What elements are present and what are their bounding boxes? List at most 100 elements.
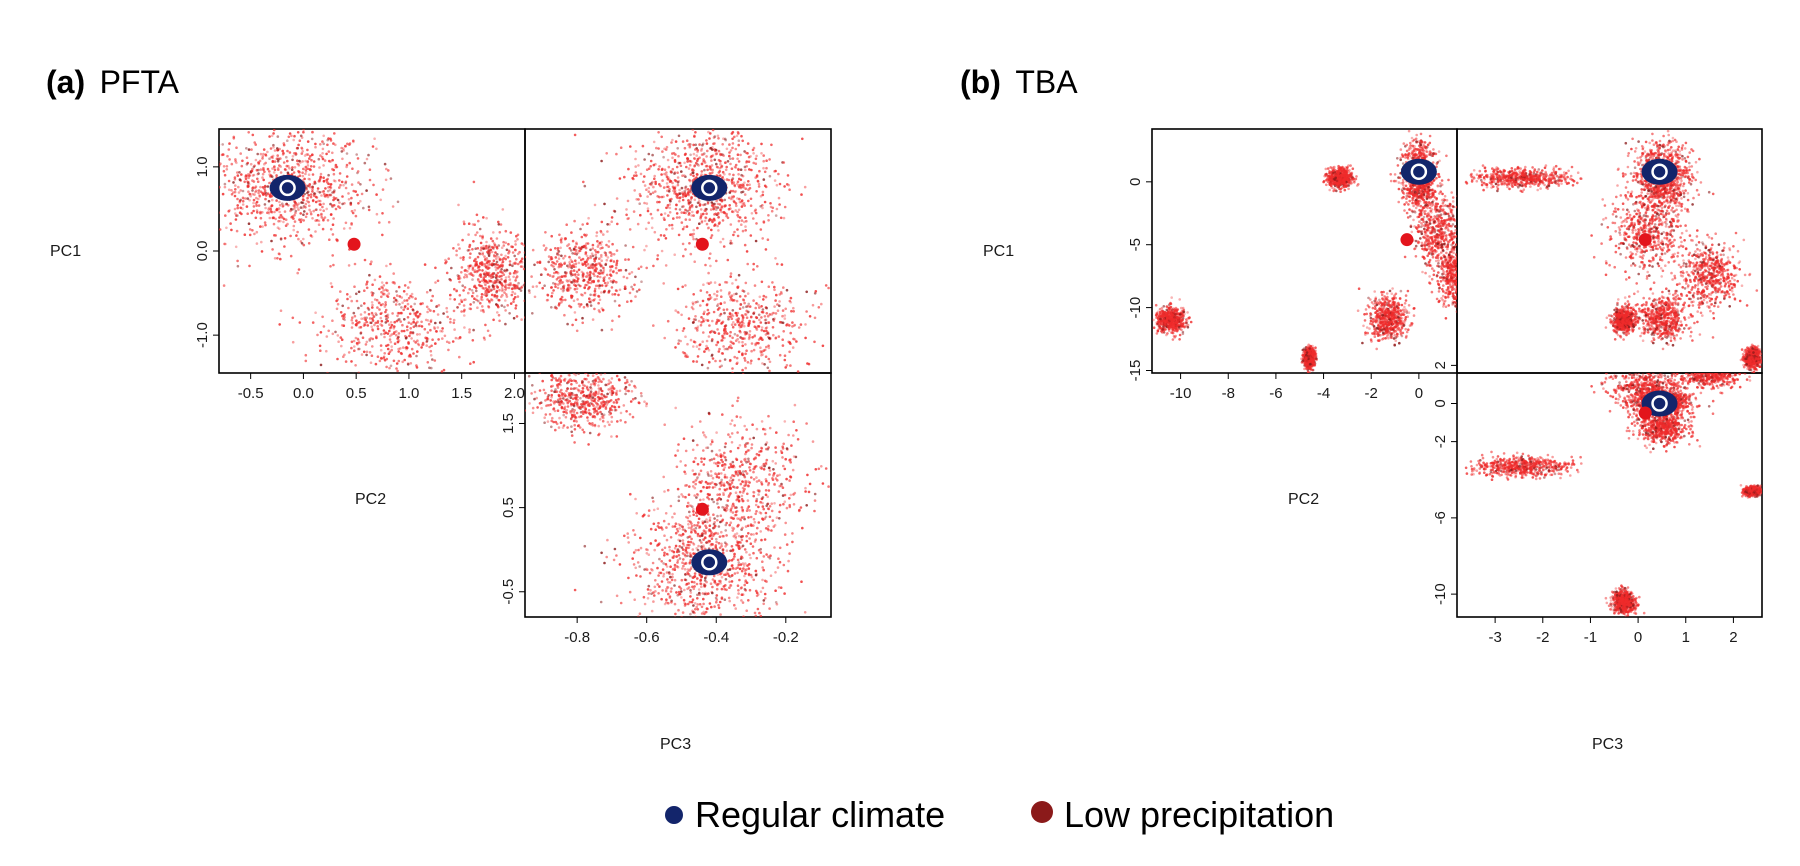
scatter-point xyxy=(306,190,310,194)
scatter-point xyxy=(681,140,685,143)
scatter-point xyxy=(756,179,760,183)
scatter-point xyxy=(686,568,690,571)
scatter-point xyxy=(451,340,455,343)
scatter-point xyxy=(219,211,220,214)
scatter-point xyxy=(687,519,690,523)
scatter-point xyxy=(224,242,227,246)
scatter-point xyxy=(745,609,748,612)
scatter-point xyxy=(683,630,686,633)
scatter-point xyxy=(278,216,281,219)
scatter-point xyxy=(767,411,770,414)
scatter-point xyxy=(695,547,698,550)
scatter-point xyxy=(562,284,566,288)
scatter-point xyxy=(309,212,313,216)
scatter-point xyxy=(286,149,289,153)
scatter-point xyxy=(475,294,479,298)
scatter-point xyxy=(499,223,503,226)
scatter-point xyxy=(740,555,743,559)
scatter-point xyxy=(341,202,344,206)
scatter-point xyxy=(639,213,642,217)
scatter-point xyxy=(236,264,240,268)
scatter-point xyxy=(686,342,689,346)
scatter-point xyxy=(328,238,331,241)
scatter-point xyxy=(754,162,758,165)
scatter-point xyxy=(780,292,783,295)
scatter-point xyxy=(596,240,599,243)
scatter-point xyxy=(701,299,705,303)
scatter-point xyxy=(288,126,291,129)
scatter-point xyxy=(759,530,762,533)
scatter-point xyxy=(617,293,620,297)
scatter-point xyxy=(743,548,747,551)
scatter-point xyxy=(605,152,608,155)
scatter-point xyxy=(447,257,451,261)
scatter-point xyxy=(680,313,683,317)
scatter-point xyxy=(350,183,354,186)
scatter-point xyxy=(700,585,703,589)
scatter-point xyxy=(654,528,657,531)
scatter-point xyxy=(760,447,764,450)
scatter-point xyxy=(206,229,209,232)
scatter-point xyxy=(696,534,700,538)
scatter-point xyxy=(741,544,745,548)
scatter-point xyxy=(665,601,668,604)
scatter-point xyxy=(742,202,746,205)
scatter-point xyxy=(675,165,679,169)
scatter-point xyxy=(680,546,684,549)
scatter-point xyxy=(723,598,727,601)
scatter-point xyxy=(303,177,306,181)
scatter-point xyxy=(524,261,525,263)
scatter-point xyxy=(515,315,519,318)
scatter-point xyxy=(501,208,505,211)
scatter-point xyxy=(717,350,721,353)
scatter-point xyxy=(400,329,404,333)
scatter-point xyxy=(260,240,263,244)
scatter-point xyxy=(730,564,734,568)
scatter-point xyxy=(713,517,716,520)
scatter-point xyxy=(698,343,701,347)
scatter-point xyxy=(675,328,679,332)
scatter-point xyxy=(743,204,746,207)
scatter-point xyxy=(368,168,372,171)
scatter-point xyxy=(394,298,398,302)
scatter-point xyxy=(719,207,722,210)
scatter-point xyxy=(632,177,635,181)
scatter-point xyxy=(686,191,690,194)
scatter-point xyxy=(343,353,346,357)
scatter-point xyxy=(374,312,378,315)
scatter-point xyxy=(387,169,390,172)
scatter-point xyxy=(704,347,708,351)
scatter-point xyxy=(737,592,740,595)
scatter-point xyxy=(555,271,559,274)
scatter-point xyxy=(712,207,715,211)
scatter-point xyxy=(689,338,693,342)
scatter-point xyxy=(724,529,727,532)
scatter-point xyxy=(736,228,739,231)
scatter-point xyxy=(353,372,355,373)
scatter-point xyxy=(457,243,460,246)
scatter-point xyxy=(721,534,724,538)
scatter-point xyxy=(774,337,777,340)
scatter-point xyxy=(483,255,486,258)
scatter-point xyxy=(720,587,724,591)
scatter-point xyxy=(215,221,218,224)
scatter-point xyxy=(494,251,497,254)
scatter-point xyxy=(460,300,464,304)
scatter-point xyxy=(495,260,499,264)
scatter-point xyxy=(727,596,731,600)
scatter-point xyxy=(551,291,554,295)
scatter-point xyxy=(737,160,741,163)
scatter-point xyxy=(764,295,768,299)
scatter-point xyxy=(325,180,329,184)
scatter-point xyxy=(588,273,592,277)
scatter-point xyxy=(558,280,561,283)
scatter-point xyxy=(688,574,692,578)
scatter-point xyxy=(376,327,380,331)
scatter-point xyxy=(364,343,368,346)
scatter-point xyxy=(314,208,318,212)
scatter-point xyxy=(604,263,607,267)
scatter-point xyxy=(731,146,734,150)
scatter-point xyxy=(582,305,586,309)
scatter-point xyxy=(372,183,375,187)
scatter-point xyxy=(425,305,429,309)
